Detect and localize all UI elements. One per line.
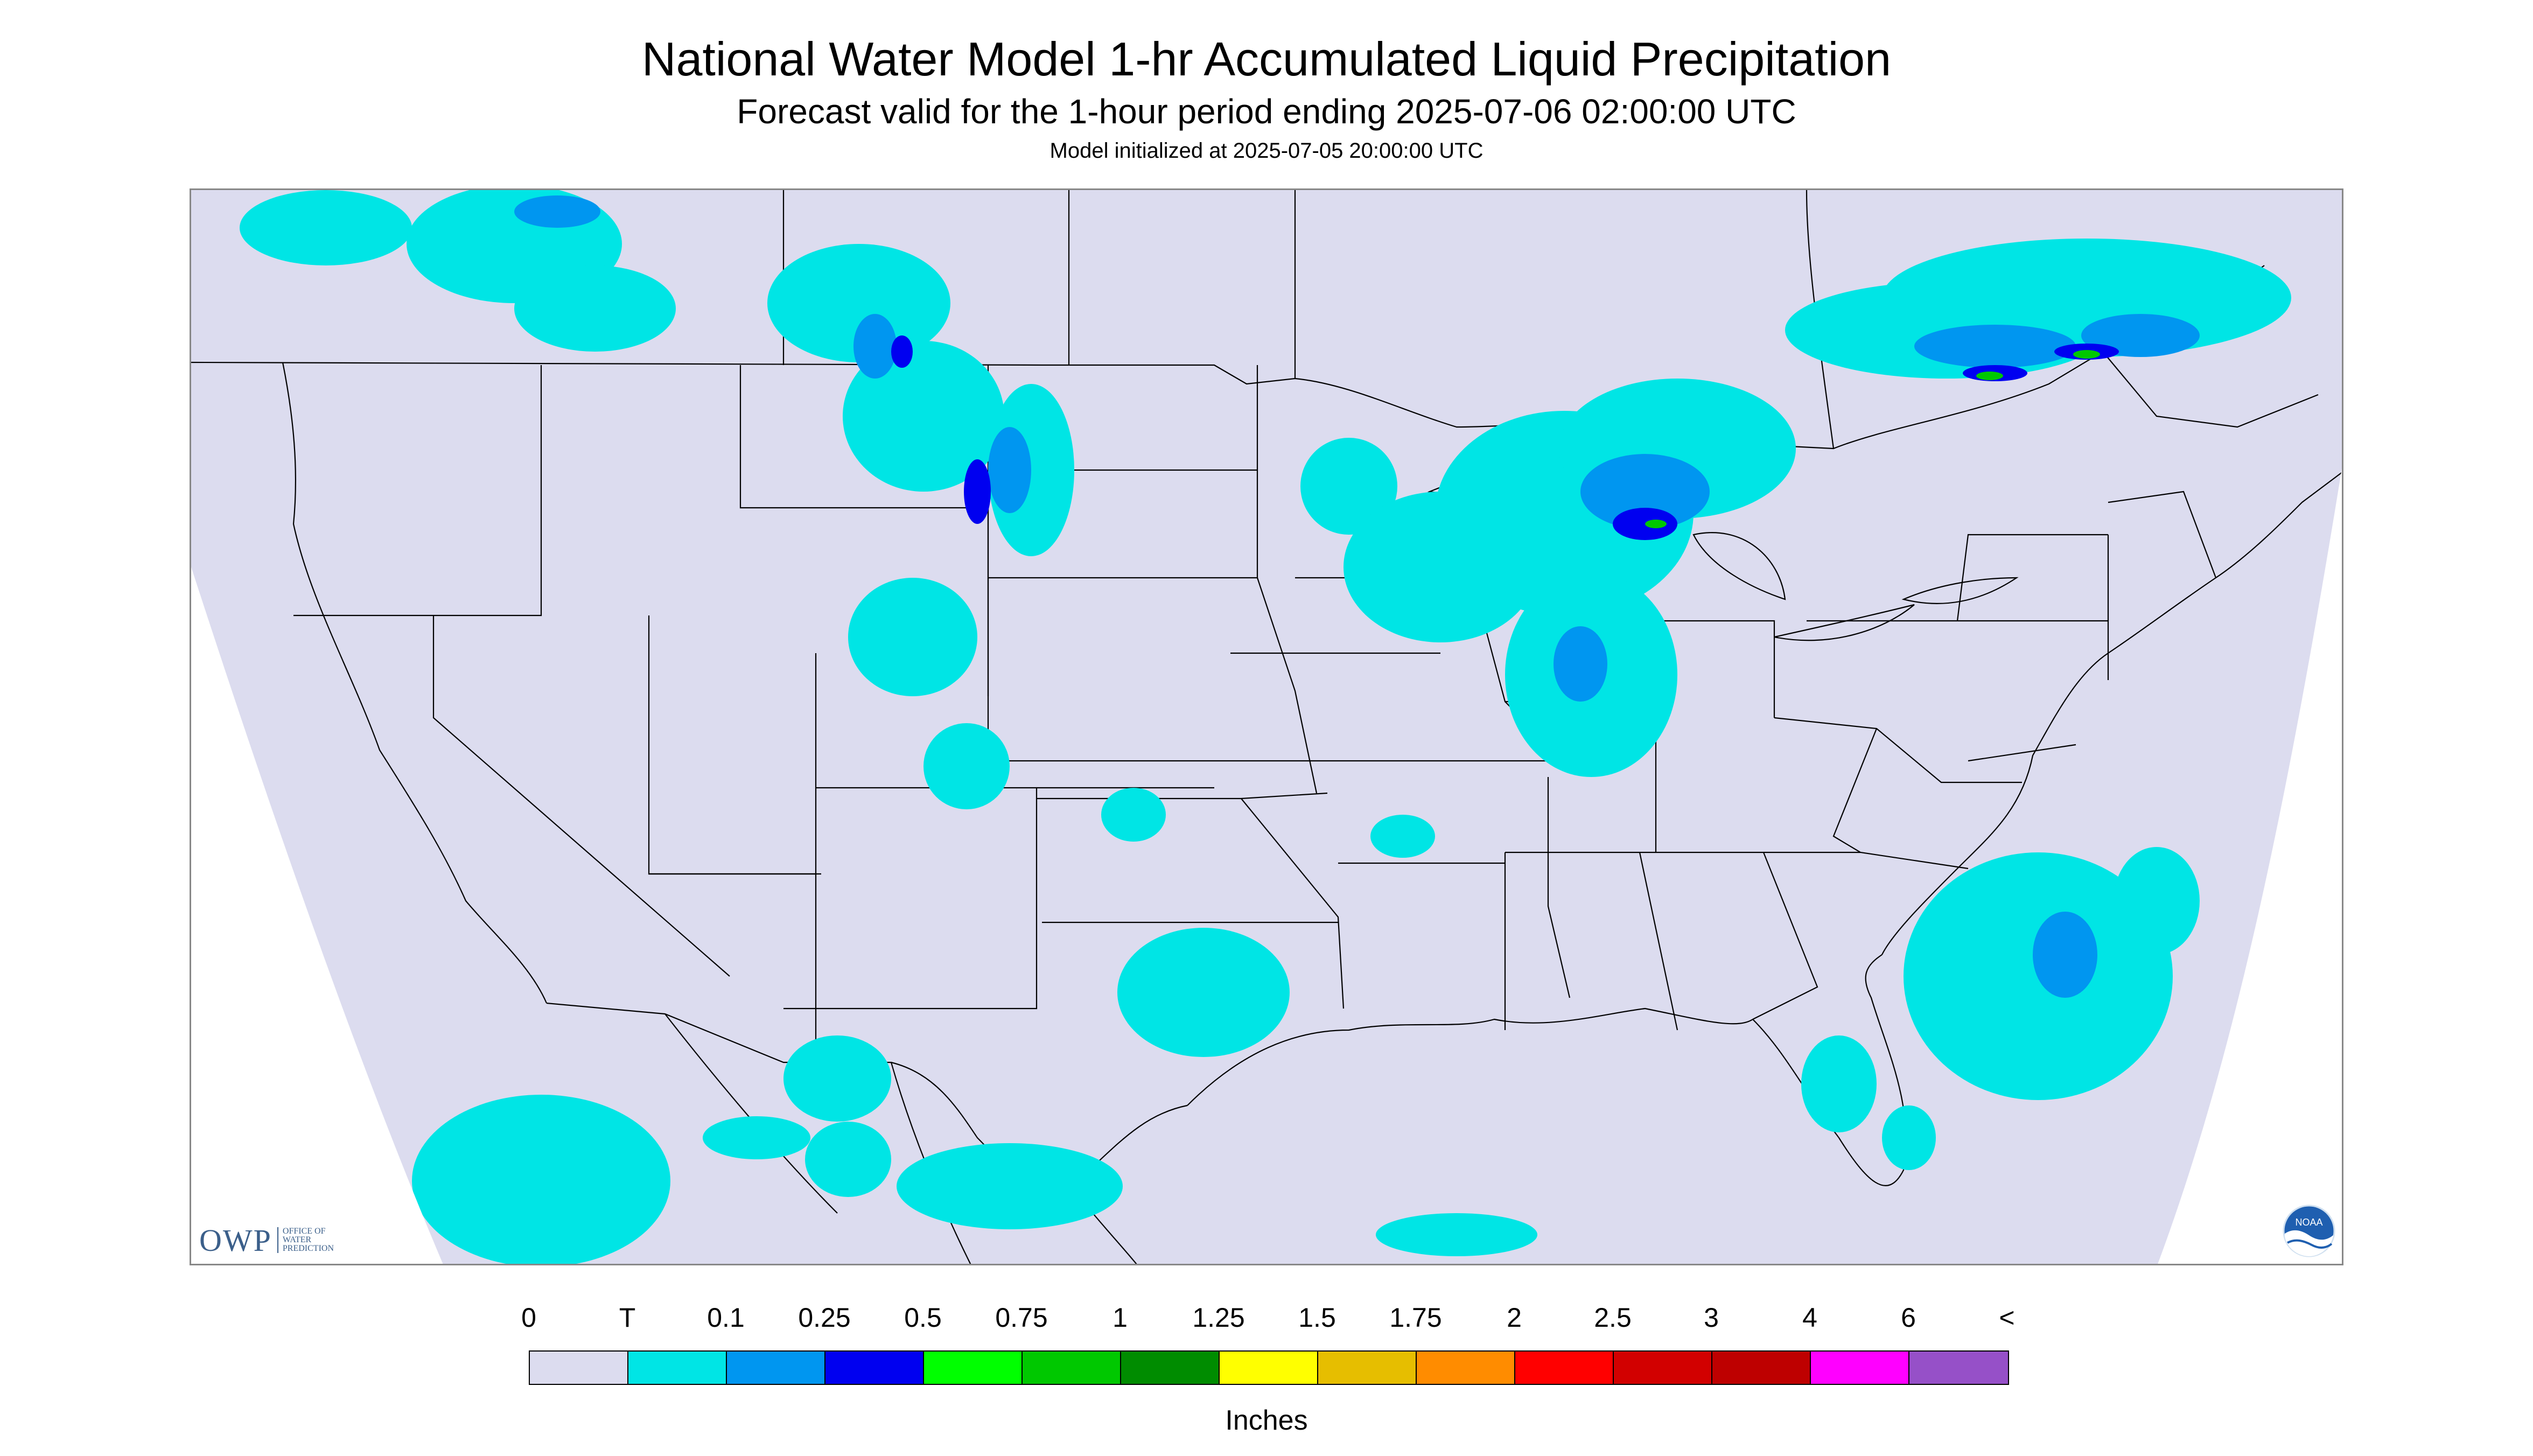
- legend-swatch: [1909, 1352, 2008, 1384]
- precipitation-legend-bar: [529, 1350, 2009, 1385]
- owp-logo-text: OFFICE OF WATER PREDICTION: [277, 1227, 334, 1253]
- legend-label: 0.75: [995, 1303, 1048, 1333]
- legend-swatch: [1811, 1352, 1909, 1384]
- legend-swatch: [1712, 1352, 1811, 1384]
- legend-label: 0.1: [707, 1303, 745, 1333]
- legend-swatch: [1318, 1352, 1417, 1384]
- legend-swatch: [1417, 1352, 1515, 1384]
- legend-swatch: [1614, 1352, 1712, 1384]
- legend-label: T: [619, 1303, 636, 1333]
- precipitation-green: [1645, 350, 2100, 528]
- legend-swatch: [924, 1352, 1023, 1384]
- projection-domain: [191, 190, 2342, 1264]
- legend-label: 2.5: [1594, 1303, 1632, 1333]
- page-title: National Water Model 1-hr Accumulated Li…: [641, 32, 1892, 86]
- legend-label: 3: [1704, 1303, 1719, 1333]
- legend-swatch: [530, 1352, 628, 1384]
- legend-swatch: [1121, 1352, 1220, 1384]
- noaa-logo-icon: NOAA: [2283, 1205, 2335, 1257]
- legend-label: 0.25: [798, 1303, 851, 1333]
- legend-swatch: [1515, 1352, 1614, 1384]
- legend-label: 0: [521, 1303, 536, 1333]
- legend-swatch: [628, 1352, 727, 1384]
- owp-logo: OWP OFFICE OF WATER PREDICTION: [199, 1221, 334, 1259]
- model-init-label: Model initialized at 2025-07-05 20:00:00…: [1049, 139, 1484, 163]
- map-canvas: [191, 190, 2342, 1264]
- legend-swatch: [1220, 1352, 1318, 1384]
- legend-labels: 0 T 0.1 0.25 0.5 0.75 1 1.25 1.5 1.75 2 2.5 3 4 6 <: [0, 1302, 2533, 1334]
- precipitation-light-blue: [514, 195, 2200, 998]
- owp-mark: OWP: [199, 1222, 272, 1258]
- legend-swatch: [727, 1352, 825, 1384]
- legend-label: 1: [1112, 1303, 1128, 1333]
- legend-label: 0.5: [904, 1303, 942, 1333]
- legend-label: 1.25: [1192, 1303, 1245, 1333]
- legend-label: 1.75: [1389, 1303, 1442, 1333]
- legend-label: <: [1999, 1303, 2015, 1333]
- forecast-valid-subtitle: Forecast valid for the 1-hour period end…: [737, 92, 1796, 131]
- noaa-label: NOAA: [2295, 1217, 2322, 1228]
- legend-swatch: [1023, 1352, 1121, 1384]
- legend-swatch: [825, 1352, 924, 1384]
- legend-label: 4: [1802, 1303, 1817, 1333]
- precipitation-map[interactable]: [190, 188, 2343, 1265]
- legend-units: Inches: [1225, 1405, 1308, 1436]
- legend-label: 2: [1507, 1303, 1522, 1333]
- state-boundaries: [191, 190, 2342, 1264]
- legend-label: 1.5: [1298, 1303, 1336, 1333]
- legend-label: 6: [1901, 1303, 1916, 1333]
